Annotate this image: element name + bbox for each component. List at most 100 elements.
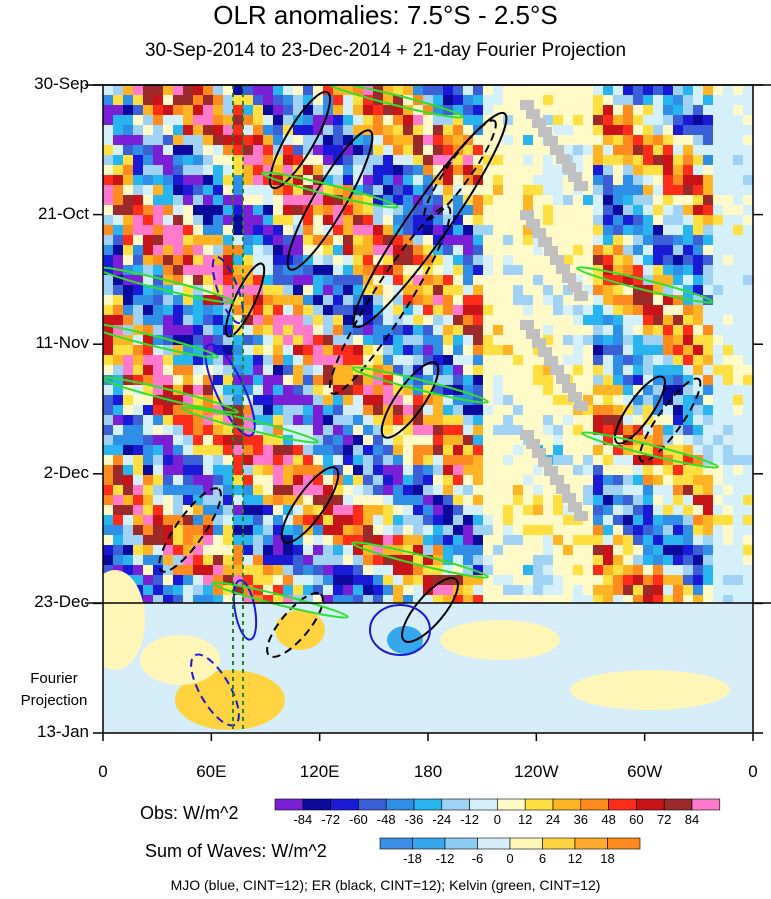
obs-cell — [603, 165, 614, 176]
obs-cell — [603, 135, 614, 146]
obs-cell — [333, 325, 344, 336]
obs-cell — [273, 235, 284, 246]
obs-cell — [423, 505, 434, 516]
obs-cell — [213, 565, 224, 576]
obs-cell — [603, 205, 614, 216]
obs-cell — [653, 195, 664, 206]
obs-cell — [433, 265, 444, 276]
obs-cell — [413, 145, 424, 156]
obs-cell — [133, 485, 144, 496]
obs-cell — [223, 475, 234, 486]
obs-cell — [113, 185, 124, 196]
obs-cell — [563, 255, 574, 266]
obs-cell — [403, 335, 414, 346]
obs-cell — [303, 455, 314, 466]
obs-cell — [743, 565, 753, 576]
obs-cell — [633, 515, 644, 526]
obs-cell — [673, 255, 684, 266]
obs-cell — [463, 365, 474, 376]
obs-cell — [313, 595, 324, 603]
obs-cell — [643, 475, 654, 486]
obs-cell — [523, 255, 534, 266]
obs-cell — [453, 575, 464, 586]
obs-cell — [733, 525, 744, 536]
obs-cell — [113, 335, 124, 346]
obs-cell — [693, 175, 704, 186]
obs-cell — [583, 395, 594, 406]
obs-cell — [123, 105, 134, 116]
obs-cell — [613, 465, 624, 476]
obs-cell — [573, 325, 584, 336]
obs-cell — [563, 365, 574, 376]
obs-cell — [463, 435, 474, 446]
obs-cell — [493, 105, 504, 116]
obs-cell — [603, 325, 614, 336]
obs-cell — [633, 115, 644, 126]
obs-cell — [423, 235, 434, 246]
obs-cell — [403, 535, 414, 546]
obs-cell — [713, 315, 724, 326]
obs-cell — [143, 555, 154, 566]
obs-cell — [293, 265, 304, 276]
obs-cell — [473, 295, 484, 306]
obs-cell — [453, 215, 464, 226]
missing-data-cell — [574, 511, 588, 521]
obs-cell — [213, 235, 224, 246]
obs-cell — [523, 135, 534, 146]
obs-cell — [343, 215, 354, 226]
obs-cell — [303, 235, 314, 246]
obs-cell — [743, 515, 753, 526]
obs-cell — [353, 375, 364, 386]
obs-cell — [143, 395, 154, 406]
x-tick-label: 0 — [98, 762, 108, 781]
obs-cell — [353, 295, 364, 306]
obs-cell — [143, 205, 154, 216]
obs-cell — [593, 215, 604, 226]
obs-cell — [433, 255, 444, 266]
obs-cell — [293, 115, 304, 126]
obs-cell — [113, 485, 124, 496]
obs-cell — [203, 85, 214, 96]
obs-cell — [333, 225, 344, 236]
obs-cell — [733, 375, 744, 386]
obs-cell — [613, 295, 624, 306]
obs-cell — [333, 275, 344, 286]
obs-cell — [423, 185, 434, 196]
obs-cell — [543, 415, 554, 426]
obs-cell — [603, 485, 614, 496]
obs-cell — [233, 365, 244, 376]
obs-cell — [173, 435, 184, 446]
obs-cell — [243, 145, 254, 156]
obs-cell — [673, 175, 684, 186]
obs-cell — [233, 85, 244, 96]
obs-cell — [233, 435, 244, 446]
obs-cell — [283, 505, 294, 516]
obs-cell — [333, 395, 344, 406]
obs-cell — [583, 95, 594, 106]
obs-cell — [483, 455, 494, 466]
obs-cell — [223, 215, 234, 226]
obs-cell — [263, 355, 274, 366]
obs-cell — [683, 445, 694, 456]
obs-cell — [633, 555, 644, 566]
obs-cell — [553, 185, 564, 196]
obs-cell — [523, 285, 534, 296]
obs-cell — [193, 265, 204, 276]
obs-cell — [153, 595, 164, 603]
projection-anomaly — [275, 610, 325, 650]
obs-cell — [623, 135, 634, 146]
obs-cell — [563, 115, 574, 126]
obs-cell — [723, 195, 734, 206]
missing-data-cell — [574, 291, 588, 301]
obs-cell — [573, 145, 584, 156]
obs-cell — [673, 575, 684, 586]
obs-cell — [123, 555, 134, 566]
obs-cell — [233, 115, 244, 126]
obs-cell — [623, 575, 634, 586]
obs-cell — [603, 595, 614, 603]
obs-cell — [553, 535, 564, 546]
obs-cell — [453, 375, 464, 386]
obs-cell — [203, 415, 214, 426]
obs-cell — [343, 345, 354, 356]
obs-cell — [483, 575, 494, 586]
